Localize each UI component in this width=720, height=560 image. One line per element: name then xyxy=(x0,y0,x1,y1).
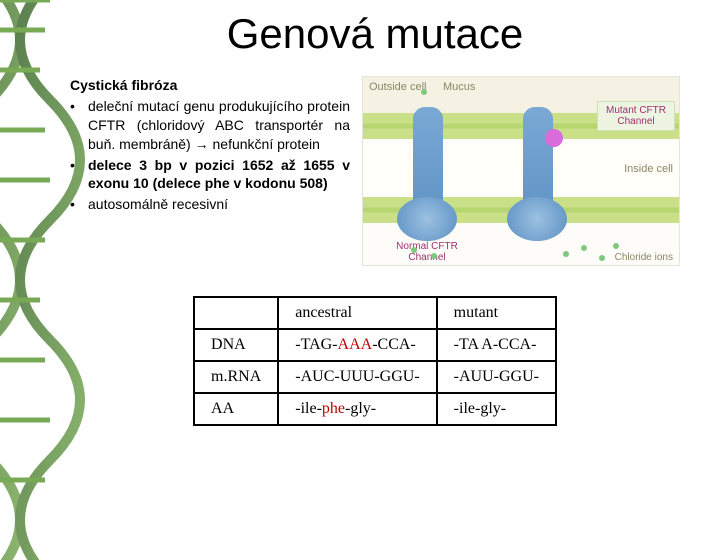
mutant-cell: -ile-gly- xyxy=(437,393,556,425)
mutant-cell: -AUU-GGU- xyxy=(437,361,556,393)
ancestral-cell: -TAG-AAA-CCA- xyxy=(278,329,436,361)
ancestral-cell: -ile-phe-gly- xyxy=(278,393,436,425)
table-row: AA -ile-phe-gly- -ile-gly- xyxy=(194,393,556,425)
bullet-item: •autosomálně recesivní xyxy=(70,195,350,214)
table-header: mutant xyxy=(437,297,556,329)
normal-channel-label: Normal CFTR Channel xyxy=(387,241,467,263)
normal-channel xyxy=(403,107,453,237)
bullet-list: •deleční mutací genu produkujícího prote… xyxy=(70,97,350,214)
table-row: DNA -TAG-AAA-CCA- -TA A-CCA- xyxy=(194,329,556,361)
bullet-item: •deleční mutací genu produkujícího prote… xyxy=(70,97,350,154)
mucus-label: Mucus xyxy=(443,81,475,93)
sequence-table: ancestral mutant DNA -TAG-AAA-CCA- -TA A… xyxy=(193,296,557,426)
chloride-ions-label: Chloride ions xyxy=(615,252,673,263)
inside-cell-label: Inside cell xyxy=(624,163,673,175)
subheading: Cystická fibróza xyxy=(70,76,350,95)
table-row: m.RNA -AUC-UUU-GGU- -AUU-GGU- xyxy=(194,361,556,393)
text-column: Cystická fibróza •deleční mutací genu pr… xyxy=(70,76,350,216)
row-label: DNA xyxy=(194,329,278,361)
outside-cell-label: Outside cell xyxy=(369,81,426,93)
table-header xyxy=(194,297,278,329)
mutant-channel xyxy=(513,107,563,237)
table-header-row: ancestral mutant xyxy=(194,297,556,329)
slide-title: Genová mutace xyxy=(70,10,680,58)
mutant-cell: -TA A-CCA- xyxy=(437,329,556,361)
mutant-channel-label: Mutant CFTR Channel xyxy=(597,101,675,131)
row-label: AA xyxy=(194,393,278,425)
bullet-item: •delece 3 bp v pozici 1652 až 1655 v exo… xyxy=(70,156,350,194)
row-label: m.RNA xyxy=(194,361,278,393)
ancestral-cell: -AUC-UUU-GGU- xyxy=(278,361,436,393)
table-header: ancestral xyxy=(278,297,436,329)
cftr-diagram: Outside cell Mucus Inside cell Mutant CF… xyxy=(362,76,680,266)
